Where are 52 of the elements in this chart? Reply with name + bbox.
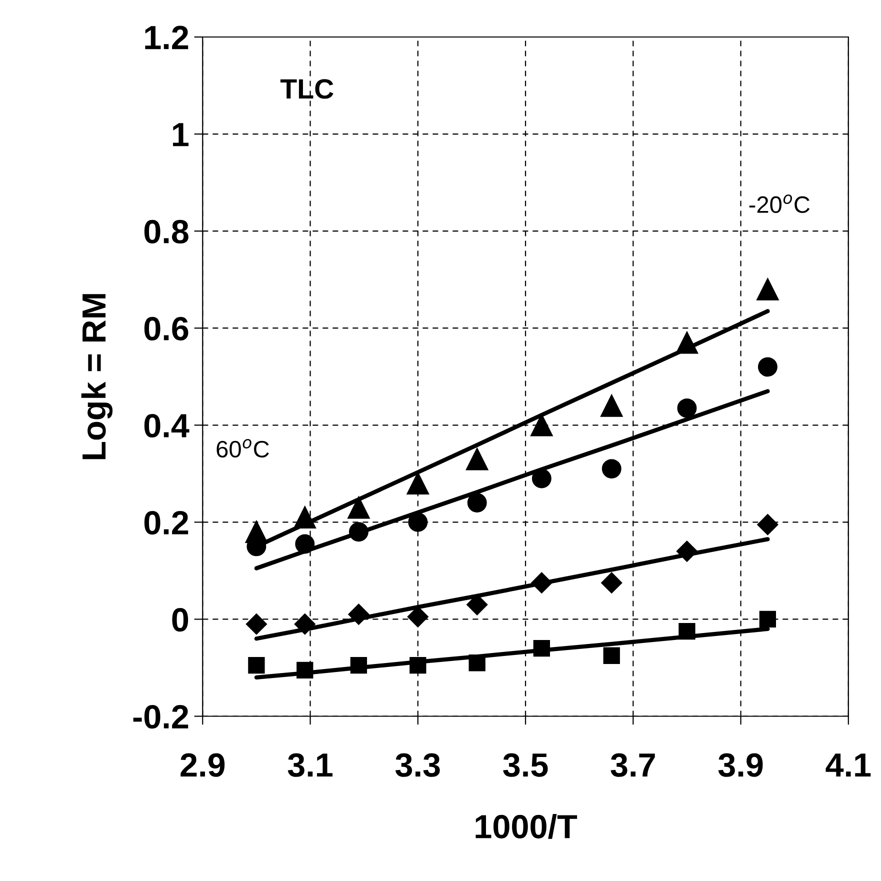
point (602, 459, 622, 479)
point (468, 654, 486, 672)
point (533, 640, 550, 657)
point (246, 614, 267, 635)
point (295, 534, 315, 554)
x-tick-label: 4.1 (826, 754, 871, 777)
y-axis-title: Logk = RM (81, 294, 113, 460)
point (408, 512, 428, 532)
point (603, 647, 620, 664)
point (296, 662, 314, 678)
x-tick-label: 3.9 (718, 753, 763, 777)
annotation: -20$^{o}$C (749, 194, 810, 214)
annotation: TLC (280, 79, 334, 99)
y-tick-label: 1.2 (145, 26, 188, 50)
x-tick-label: 3.1 (288, 753, 332, 777)
x-tick-label: 3.7 (610, 753, 655, 777)
point (677, 398, 697, 418)
x-tick-label: 2.9 (180, 753, 225, 777)
point (348, 496, 370, 519)
point (759, 610, 776, 628)
point (248, 656, 265, 674)
point (294, 506, 316, 528)
point (294, 614, 316, 635)
annotation: 60$^{o}$C (216, 439, 269, 458)
point (466, 448, 488, 470)
x-tick-label: 3.5 (503, 753, 548, 777)
x-axis-title: 1000/T (476, 814, 578, 839)
point (531, 572, 552, 594)
point (350, 656, 368, 674)
x-tick-label: 3.3 (395, 753, 440, 777)
y-tick-label: 0.4 (144, 414, 190, 438)
point (466, 594, 488, 616)
point (676, 332, 698, 354)
y-tick-label: 0 (172, 608, 188, 632)
point (758, 357, 778, 377)
y-tick-label: 0.8 (144, 220, 188, 244)
point (410, 656, 426, 674)
point (678, 623, 696, 640)
point (756, 278, 779, 300)
point (600, 394, 623, 417)
y-tick-label: 1 (173, 123, 189, 146)
point (676, 540, 698, 562)
y-tick-label: -0.2 (133, 705, 188, 729)
point (406, 472, 429, 494)
y-tick-label: 0.6 (144, 316, 188, 341)
point (348, 604, 370, 625)
point (348, 522, 368, 542)
point (757, 514, 778, 536)
y-tick-label: 0.2 (144, 510, 188, 535)
point (467, 493, 487, 512)
point (532, 468, 552, 488)
point (601, 572, 622, 594)
